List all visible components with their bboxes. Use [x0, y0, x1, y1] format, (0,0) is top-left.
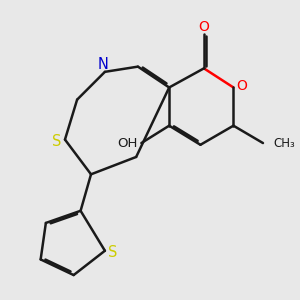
Text: N: N: [98, 57, 109, 72]
Text: OH: OH: [118, 136, 138, 150]
Text: CH₃: CH₃: [273, 136, 295, 150]
Text: S: S: [108, 245, 117, 260]
Text: S: S: [52, 134, 61, 149]
Text: O: O: [199, 20, 209, 34]
Text: O: O: [237, 79, 248, 93]
